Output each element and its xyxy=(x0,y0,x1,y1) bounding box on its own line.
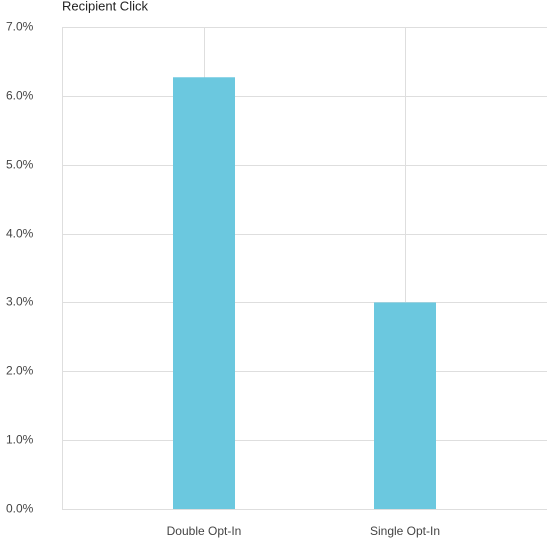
y-tick-label: 5.0% xyxy=(6,158,34,172)
bar xyxy=(173,77,235,509)
y-tick-label: 0.0% xyxy=(6,502,34,516)
x-tick-label: Single Opt-In xyxy=(370,524,440,538)
x-tick-label: Double Opt-In xyxy=(167,524,242,538)
chart-title: Recipient Click xyxy=(62,0,148,13)
bar xyxy=(374,302,436,509)
y-tick-label: 6.0% xyxy=(6,89,34,103)
y-tick-label: 1.0% xyxy=(6,433,34,447)
y-tick-label: 4.0% xyxy=(6,227,34,241)
y-tick-label: 3.0% xyxy=(6,295,34,309)
y-tick-label: 2.0% xyxy=(6,364,34,378)
y-tick-label: 7.0% xyxy=(6,20,34,34)
